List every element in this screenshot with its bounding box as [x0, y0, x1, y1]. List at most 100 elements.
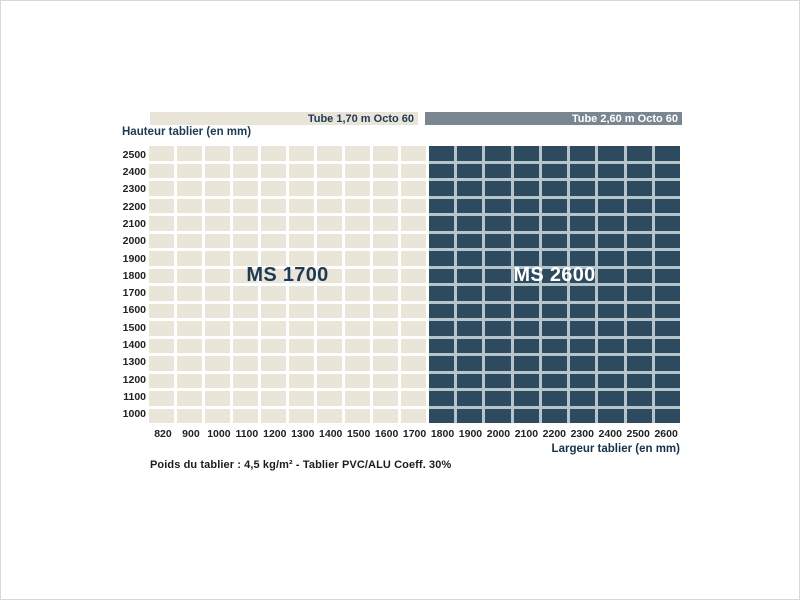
grid-cell: [401, 233, 426, 248]
y-axis-tick-labels: 2500 2400 2300 2200 2100 2000 1900 1800 1700 1600…: [98, 146, 146, 423]
grid-cell: [513, 408, 539, 423]
grid-cell: [598, 321, 624, 336]
grid-cell: [626, 251, 652, 266]
grid-cell: [541, 216, 568, 231]
grid-cell: [233, 373, 258, 388]
grid-cell: [205, 356, 230, 371]
grid-cell: [345, 286, 370, 301]
grid-cell: [261, 303, 286, 318]
grid-cell: [485, 373, 511, 388]
y-tick-1500: 1500: [122, 321, 146, 334]
grid-cell: [541, 391, 568, 406]
grid-cell: [570, 408, 596, 423]
x-tick-2000: 2000: [486, 428, 511, 440]
grid-cell: [373, 391, 398, 406]
grid-cell: [177, 391, 202, 406]
y-tick-1400: 1400: [122, 339, 146, 352]
grid-cell: [626, 286, 652, 301]
grid-cell: [345, 251, 370, 266]
grid-cell: [541, 303, 568, 318]
y-tick-1800: 1800: [122, 269, 146, 282]
grid-cell: [598, 303, 624, 318]
tube-bar-ms1700-label: Tube 1,70 m Octo 60: [307, 112, 414, 125]
grid-cell: [513, 338, 539, 353]
grid-cell: [570, 303, 596, 318]
grid-cell: [205, 146, 230, 161]
grid-cell: [149, 356, 174, 371]
grid-cell: [317, 356, 342, 371]
grid-cell: [373, 408, 398, 423]
grid-cell: [205, 233, 230, 248]
grid-cell: [401, 321, 426, 336]
tube-bar-ms2600: Tube 2,60 m Octo 60: [425, 112, 682, 125]
grid-cell: [485, 251, 511, 266]
grid-cell: [289, 268, 314, 283]
grid-cell: [205, 198, 230, 213]
grid-cell: [261, 251, 286, 266]
grid-cell: [177, 198, 202, 213]
grid-cell: [570, 321, 596, 336]
grid-cell: [457, 216, 483, 231]
grid-cell: [541, 373, 568, 388]
grid-cell: [177, 321, 202, 336]
grid-cell: [541, 286, 568, 301]
grid-cell: [373, 146, 398, 161]
grid-cell: [149, 251, 174, 266]
grid-cell: [177, 268, 202, 283]
grid-cell: [654, 303, 680, 318]
grid-cell: [261, 181, 286, 196]
x-tick-1100: 1100: [235, 428, 259, 440]
x-tick-1900: 1900: [458, 428, 483, 440]
grid-cell: [429, 321, 455, 336]
grid-cell: [317, 321, 342, 336]
grid-cell: [401, 356, 426, 371]
ms1700-grid: [149, 146, 426, 423]
grid-cell: [177, 338, 202, 353]
grid-cell: [626, 338, 652, 353]
grid-cell: [205, 321, 230, 336]
x-tick-2200: 2200: [542, 428, 566, 440]
grid-cell: [261, 338, 286, 353]
grid-cell: [261, 321, 286, 336]
grid-cell: [654, 181, 680, 196]
x-tick-820: 820: [154, 428, 172, 440]
grid-cell: [457, 391, 483, 406]
grid-cell: [233, 181, 258, 196]
x-tick-1300: 1300: [291, 428, 315, 440]
grid-cell: [345, 163, 370, 178]
grid-cell: [598, 286, 624, 301]
grid-cell: [289, 321, 314, 336]
grid-cell: [401, 251, 426, 266]
grid-cell: [317, 216, 342, 231]
grid-cell: [513, 321, 539, 336]
grid-cell: [205, 391, 230, 406]
grid-cell: [373, 373, 398, 388]
x-tick-1800: 1800: [430, 428, 455, 440]
grid-cell: [233, 216, 258, 231]
grid-cell: [541, 408, 568, 423]
grid-cell: [513, 233, 539, 248]
grid-cell: [626, 198, 652, 213]
grid-cell: [654, 198, 680, 213]
grid-cell: [205, 408, 230, 423]
grid-cell: [233, 303, 258, 318]
grid-cell: [345, 198, 370, 213]
grid-cell: [205, 338, 230, 353]
grid-cell: [457, 321, 483, 336]
grid-cell: [373, 163, 398, 178]
x-tick-1200: 1200: [263, 428, 287, 440]
grid-cell: [261, 216, 286, 231]
tube-bar-ms1700: Tube 1,70 m Octo 60: [150, 112, 418, 125]
grid-cell: [205, 181, 230, 196]
x-tick-2300: 2300: [570, 428, 594, 440]
grid-cell: [598, 181, 624, 196]
grid-cell: [401, 181, 426, 196]
grid-cell: [654, 163, 680, 178]
grid-cell: [626, 391, 652, 406]
grid-cell: [401, 163, 426, 178]
grid-cell: [485, 146, 511, 161]
grid-cell: [429, 163, 455, 178]
y-tick-2400: 2400: [122, 165, 146, 178]
grid-cell: [485, 181, 511, 196]
grid-cell: [654, 216, 680, 231]
